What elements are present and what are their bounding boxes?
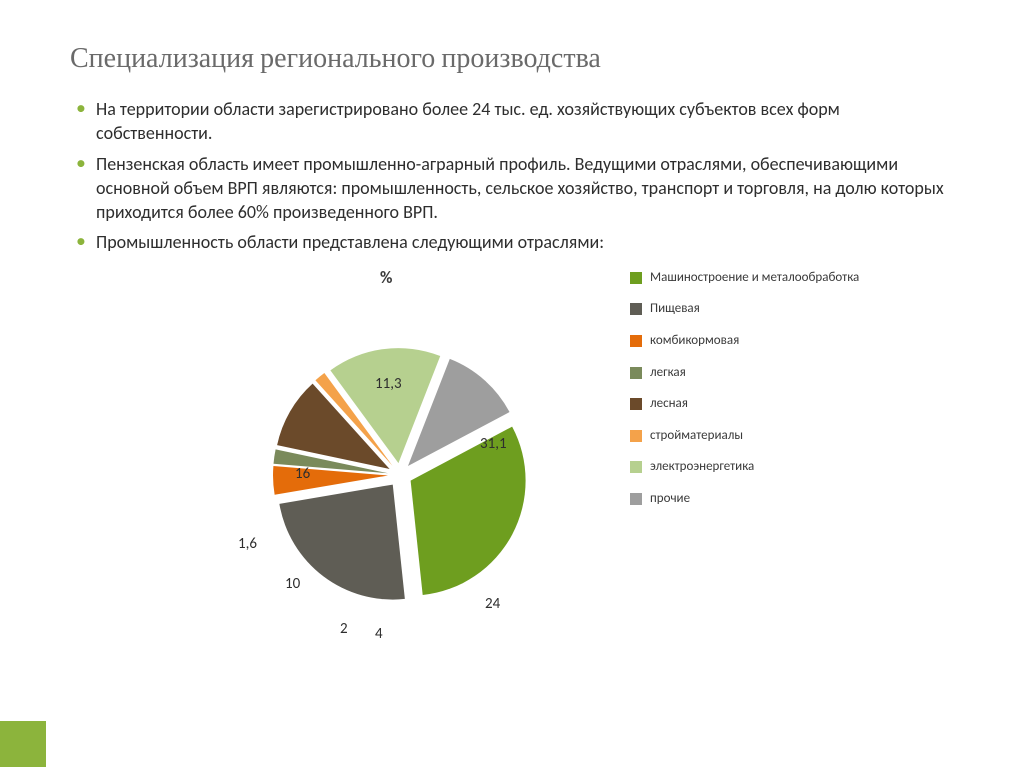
legend-swatch (630, 335, 642, 347)
legend-item: электроэнергетика (630, 459, 900, 475)
legend-swatch (630, 398, 642, 410)
legend-item: стройматериалы (630, 428, 900, 444)
legend-item: Пищевая (630, 301, 900, 317)
pie-data-label: 24 (485, 595, 500, 613)
bullet-item: Пензенская область имеет промышленно-агр… (76, 152, 954, 225)
pie-data-label: 2 (340, 620, 348, 638)
legend-label: Пищевая (650, 301, 700, 317)
page-title: Специализация регионального производства (70, 42, 954, 75)
legend-label: прочие (650, 491, 690, 507)
pie-data-label: 16 (295, 465, 310, 483)
legend-label: комбикормовая (650, 333, 739, 349)
pie-data-label: 1,6 (238, 535, 257, 553)
legend-label: электроэнергетика (650, 459, 754, 475)
bullet-item: На территории области зарегистрировано б… (76, 97, 954, 146)
pie-data-label: 10 (285, 575, 300, 593)
legend-swatch (630, 461, 642, 473)
pie-graphic: 31,1 24 4 2 10 1,6 16 11,3 (220, 305, 580, 650)
legend-swatch (630, 303, 642, 315)
pie-data-label: 11,3 (375, 375, 402, 393)
legend-item: Машиностроение и металообработка (630, 270, 900, 286)
legend-swatch (630, 430, 642, 442)
slide: Специализация регионального производства… (0, 0, 1024, 767)
legend-item: легкая (630, 365, 900, 381)
legend-label: лесная (650, 396, 688, 412)
legend-item: прочие (630, 491, 900, 507)
legend-swatch (630, 272, 642, 284)
legend-swatch (630, 367, 642, 379)
legend-swatch (630, 493, 642, 505)
legend-item: лесная (630, 396, 900, 412)
pie-data-label: 4 (375, 625, 383, 643)
pie-data-label: 31,1 (480, 435, 507, 453)
chart-title: % (380, 267, 392, 288)
bullet-list: На территории области зарегистрировано б… (70, 97, 954, 255)
legend-label: Машиностроение и металообработка (650, 270, 859, 286)
legend-label: легкая (650, 365, 686, 381)
bullet-item: Промышленность области представлена след… (76, 230, 954, 254)
legend-label: стройматериалы (650, 428, 743, 444)
pie-chart: % 31,1 24 4 2 10 1,6 16 11,3 Машиностроение и м… (70, 265, 950, 645)
legend-item: комбикормовая (630, 333, 900, 349)
accent-decoration (0, 721, 46, 767)
chart-legend: Машиностроение и металообработка Пищевая к… (630, 270, 900, 523)
